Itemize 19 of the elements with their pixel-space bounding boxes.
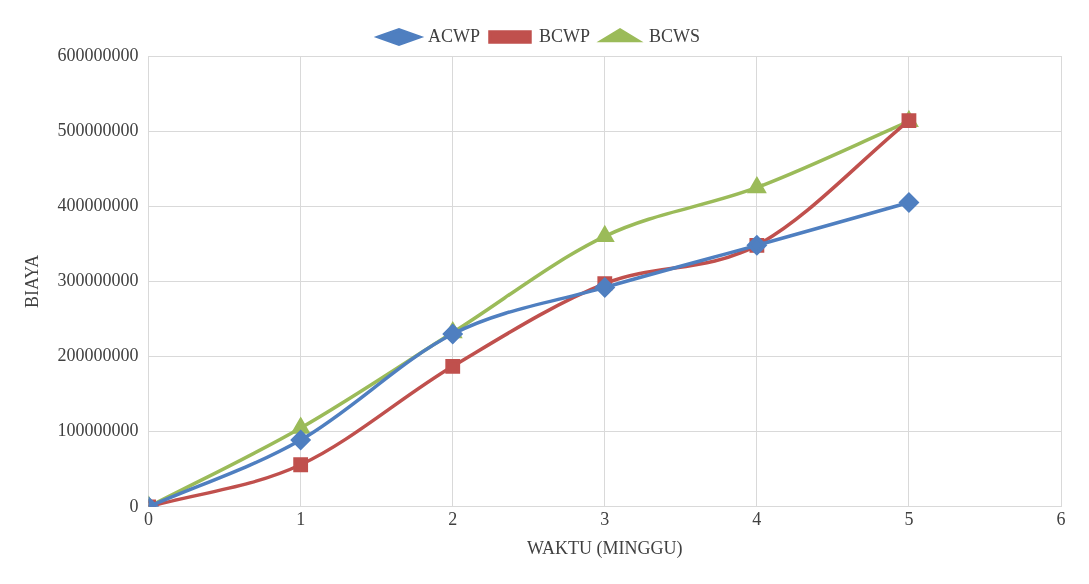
y-tick-label: 300000000 bbox=[57, 270, 139, 291]
y-tick-label: 0 bbox=[129, 495, 139, 516]
legend-label: ACWP bbox=[427, 25, 480, 46]
x-axis-title: WAKTU (MINGGU) bbox=[527, 537, 683, 559]
x-tick-label: 0 bbox=[144, 509, 154, 530]
legend-label: BCWS bbox=[649, 25, 701, 46]
x-tick-label: 6 bbox=[1056, 509, 1066, 530]
y-axis-title: BIAYA bbox=[21, 254, 42, 309]
y-tick-label: 500000000 bbox=[57, 119, 139, 140]
y-tick-label: 100000000 bbox=[57, 420, 139, 441]
y-tick-label: 400000000 bbox=[57, 195, 139, 215]
legend-label: BCWP bbox=[538, 25, 591, 46]
x-tick-label: 2 bbox=[448, 509, 458, 530]
x-tick-label: 3 bbox=[600, 509, 610, 530]
x-tick-label: 5 bbox=[904, 509, 914, 530]
y-tick-label: 600000000 bbox=[57, 44, 139, 65]
x-tick-label: 1 bbox=[296, 509, 306, 530]
y-tick-label: 200000000 bbox=[57, 345, 139, 366]
x-tick-label: 4 bbox=[752, 509, 762, 530]
